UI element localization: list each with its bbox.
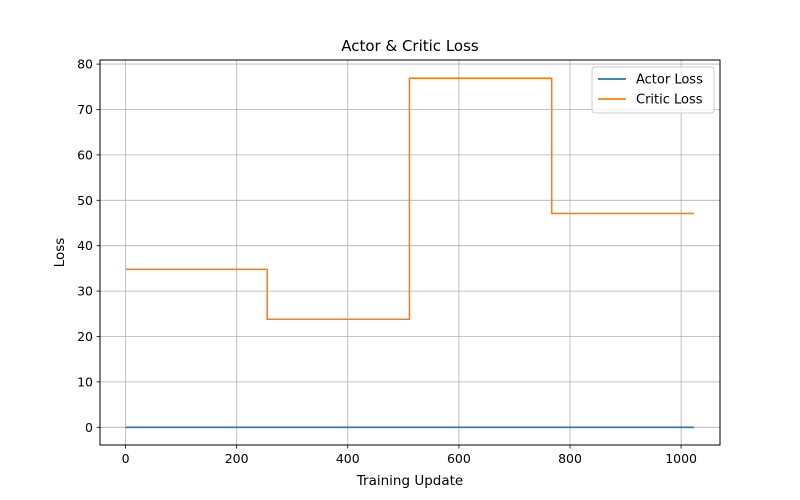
y-tick-label: 60 — [77, 147, 93, 162]
x-tick-label: 600 — [447, 451, 471, 466]
series-layer — [125, 77, 694, 429]
x-tick-label: 800 — [558, 451, 582, 466]
x-tick-label: 400 — [336, 451, 360, 466]
y-tick-label: 0 — [85, 420, 93, 435]
critic-loss-line — [125, 77, 694, 321]
chart-title: Actor & Critic Loss — [341, 37, 479, 55]
y-tick-label: 20 — [77, 329, 93, 344]
ticks: 0 200 400 600 800 1000 0 10 20 30 40 50 60 70 80 — [77, 57, 697, 466]
legend: Actor Loss Critic Loss — [591, 66, 715, 114]
plot-frame — [99, 59, 721, 446]
y-tick-label: 80 — [77, 57, 93, 72]
y-tick-label: 50 — [77, 193, 93, 208]
y-tick-label: 10 — [77, 374, 93, 389]
y-axis-label: Loss — [52, 238, 68, 268]
x-tick-label: 200 — [225, 451, 249, 466]
x-tick-label: 0 — [122, 451, 130, 466]
y-tick-label: 40 — [77, 238, 93, 253]
legend-label-actor-loss: Actor Loss — [636, 73, 703, 88]
legend-label-critic-loss: Critic Loss — [636, 93, 703, 108]
x-axis-label: Training Update — [356, 473, 463, 489]
x-tick-label: 1000 — [665, 451, 697, 466]
y-tick-label: 70 — [77, 102, 93, 117]
y-tick-label: 30 — [77, 284, 93, 299]
